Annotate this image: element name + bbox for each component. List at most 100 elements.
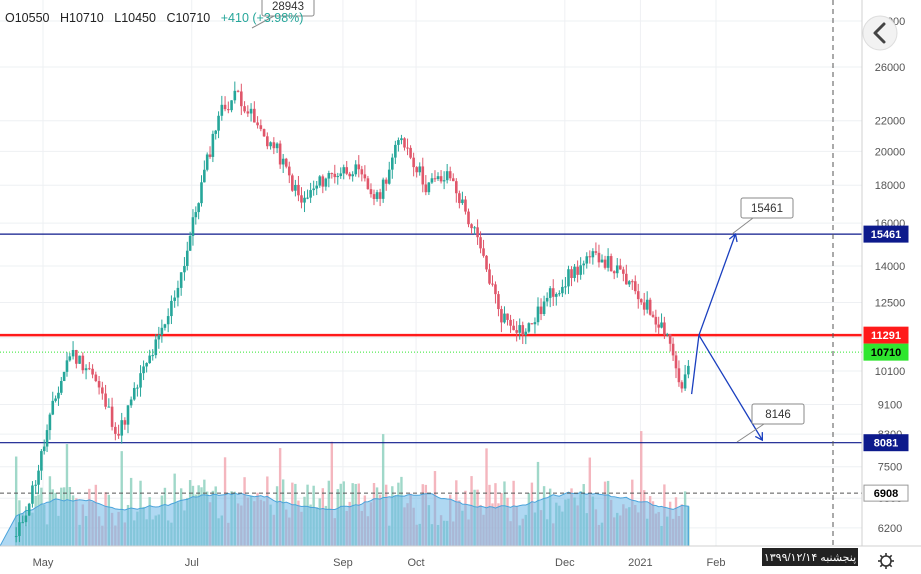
candle-body	[461, 199, 464, 204]
candle-body	[139, 373, 142, 388]
price-tick-label: 10100	[875, 366, 906, 378]
candle-body	[548, 288, 552, 298]
candle-body	[117, 433, 120, 436]
price-tick-label: 6200	[878, 523, 902, 535]
candle-body	[473, 227, 476, 229]
candle-body	[530, 323, 534, 325]
candle-body	[57, 392, 60, 399]
callouts[interactable]: 28943 15461 8146	[251, 0, 805, 443]
candle-body	[497, 294, 500, 310]
price-tick-label: 26000	[875, 62, 906, 74]
candle-body	[366, 178, 370, 190]
settings-button[interactable]	[878, 553, 894, 569]
time-axis-labels: May Jul Sep Oct Dec 2021 Feb	[33, 557, 726, 569]
candle-body	[363, 174, 367, 179]
candle-body	[445, 171, 449, 181]
candle-body	[54, 398, 57, 401]
price-tick-label: 14000	[875, 261, 906, 273]
candle-body	[126, 405, 130, 425]
candle-body	[387, 169, 391, 184]
candle-body	[622, 269, 625, 274]
back-button[interactable]	[862, 15, 898, 51]
candle-body	[677, 368, 681, 383]
candle-body	[636, 291, 640, 300]
volume-bar	[65, 444, 69, 546]
projection-leg-up[interactable]	[698, 233, 737, 336]
candle-body	[160, 327, 164, 335]
candle-body	[430, 178, 434, 183]
candle-body	[223, 104, 227, 110]
time-axis[interactable]	[0, 546, 862, 569]
candle-body	[42, 446, 46, 452]
callout-upper[interactable]: 15461	[731, 197, 794, 235]
candle-body	[660, 322, 663, 328]
candle-body	[354, 164, 358, 175]
candle-body	[476, 227, 479, 238]
volume-bar	[381, 434, 385, 546]
price-tag-label: 11291	[871, 330, 901, 342]
callout-pointer	[731, 217, 754, 235]
ohlc-legend: O10550 H10710 L10450 C10710 +410 (+3.98%…	[5, 11, 303, 25]
candle-body	[200, 182, 203, 204]
candle-body	[65, 360, 69, 372]
candle-body	[173, 297, 176, 301]
candle-body	[600, 259, 604, 263]
candle-body	[233, 90, 237, 101]
candle-body	[336, 176, 340, 178]
candle-body	[506, 313, 509, 320]
candle-body	[208, 154, 212, 157]
candle-body	[618, 265, 622, 270]
candle-body	[415, 167, 418, 173]
candle-body	[603, 259, 607, 268]
candle-body	[668, 334, 672, 344]
candle-body	[433, 178, 437, 180]
price-axis[interactable]	[862, 0, 921, 569]
time-tick-label: Dec	[555, 557, 575, 569]
candle-body	[394, 144, 397, 158]
callout-box[interactable]	[751, 403, 805, 425]
candle-body	[211, 133, 215, 157]
candle-body	[539, 306, 543, 315]
candle-body	[424, 184, 428, 193]
candle-body	[220, 104, 224, 116]
callout-lower[interactable]: 8146	[736, 403, 805, 443]
candle-body	[34, 484, 37, 486]
candle-body	[345, 167, 349, 174]
candle-body	[78, 355, 81, 364]
ohlc-change: +410 (+3.98%)	[221, 11, 304, 25]
volume-bar	[278, 448, 282, 546]
candle-body	[203, 169, 206, 183]
candle-body	[114, 426, 117, 434]
candle-body	[324, 178, 328, 187]
candle-body	[458, 193, 461, 204]
volume-bar	[14, 456, 18, 546]
candle-body	[236, 90, 240, 92]
horizontal-levels[interactable]	[0, 233, 862, 494]
candle-body	[588, 256, 592, 258]
candle-body	[485, 255, 488, 270]
price-tag-8081	[863, 434, 909, 452]
candle-body	[564, 286, 567, 288]
candle-body	[527, 323, 531, 332]
ohlc-open: O10550	[5, 11, 50, 25]
candle-body	[427, 182, 431, 193]
candle-body	[194, 212, 198, 218]
candle-body	[651, 314, 655, 317]
arrowhead-up	[728, 232, 738, 243]
projection-leg-1[interactable]	[690, 335, 700, 395]
ohlc-high: H10710	[60, 11, 104, 25]
plot-area[interactable]	[0, 0, 862, 546]
candle-body	[573, 266, 576, 278]
candle-body	[136, 387, 139, 389]
callout-top[interactable]: 28943	[251, 0, 315, 29]
candle-body	[31, 485, 34, 504]
callout-box[interactable]	[261, 0, 315, 17]
candle-body	[342, 167, 346, 174]
back-button-bg[interactable]	[862, 15, 898, 51]
time-tick-label: Sep	[333, 557, 353, 569]
price-tick-label: 20000	[875, 146, 906, 158]
candle-body	[297, 184, 300, 196]
candle-body	[674, 355, 678, 369]
callout-box[interactable]	[740, 197, 794, 219]
